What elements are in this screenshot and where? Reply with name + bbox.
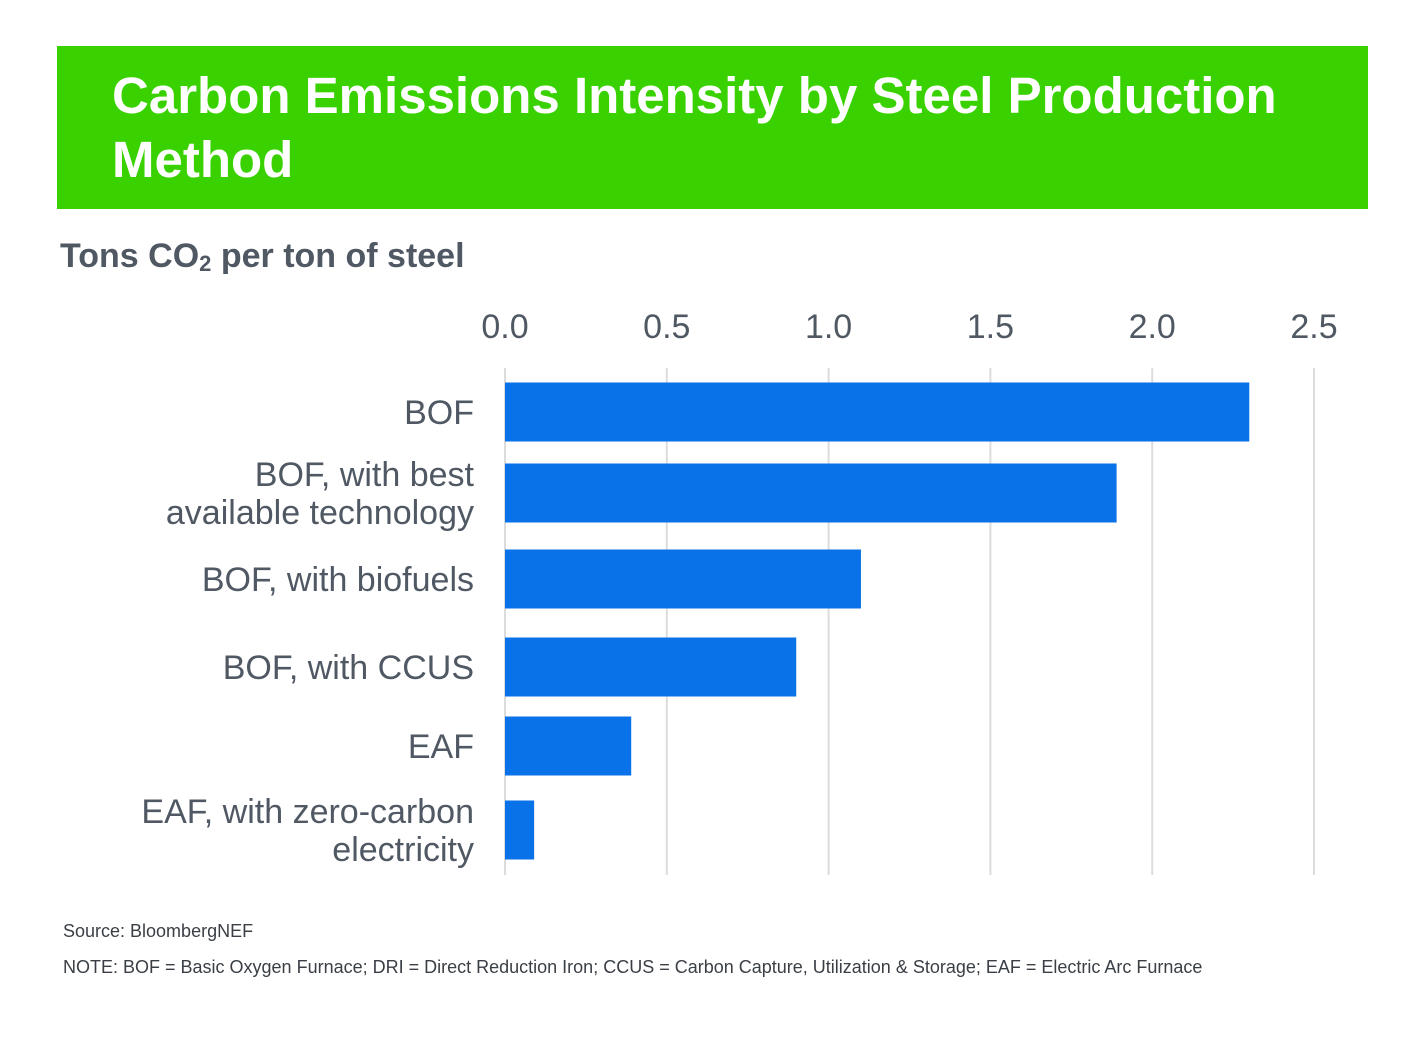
x-tick-label: 0.0 <box>481 308 528 346</box>
chart-title: Carbon Emissions Intensity by Steel Prod… <box>112 67 1277 188</box>
category-label-line: available technology <box>166 494 474 532</box>
category-label: BOF, with CCUS <box>223 649 474 687</box>
source-note: Source: BloombergNEF <box>63 921 254 941</box>
category-label-line: BOF, with CCUS <box>223 649 474 687</box>
category-label-line: EAF <box>408 728 474 766</box>
bar <box>505 463 1117 523</box>
x-tick-label: 1.5 <box>967 308 1014 346</box>
bar <box>505 716 632 776</box>
unit-label-suffix: per ton of steel <box>211 237 465 275</box>
category-label-line: EAF, with zero-carbon <box>141 793 474 831</box>
abbreviation-note: NOTE: BOF = Basic Oxygen Furnace; DRI = … <box>63 957 1203 977</box>
category-label-line: BOF, with biofuels <box>202 561 474 599</box>
bar <box>505 800 535 860</box>
bar <box>505 549 861 609</box>
x-tick-label: 1.0 <box>805 308 852 346</box>
x-axis-ticks: 0.0 0.5 1.0 1.5 2.0 2.5 <box>481 308 1337 346</box>
unit-label-prefix: Tons CO <box>60 237 200 275</box>
gridlines <box>504 368 1315 875</box>
category-label-line: electricity <box>332 831 474 869</box>
unit-label: Tons CO2 per ton of steel <box>60 232 465 288</box>
title-banner: Carbon Emissions Intensity by Steel Prod… <box>57 46 1368 209</box>
x-tick-label: 2.5 <box>1290 308 1337 346</box>
unit-label-subscript: 2 <box>199 251 212 276</box>
category-label-line: BOF, with best <box>255 456 475 494</box>
bar <box>505 637 797 697</box>
x-tick-label: 0.5 <box>643 308 690 346</box>
category-label: BOF <box>404 394 474 432</box>
category-label: BOF, with biofuels <box>202 561 474 599</box>
category-label: BOF, with best available technology <box>166 456 475 532</box>
x-tick-label: 2.0 <box>1129 308 1176 346</box>
bar <box>505 382 1250 442</box>
category-label: EAF, with zero-carbon electricity <box>141 793 474 869</box>
category-label-line: BOF <box>404 394 474 432</box>
category-label: EAF <box>408 728 474 766</box>
bars <box>505 382 1250 860</box>
